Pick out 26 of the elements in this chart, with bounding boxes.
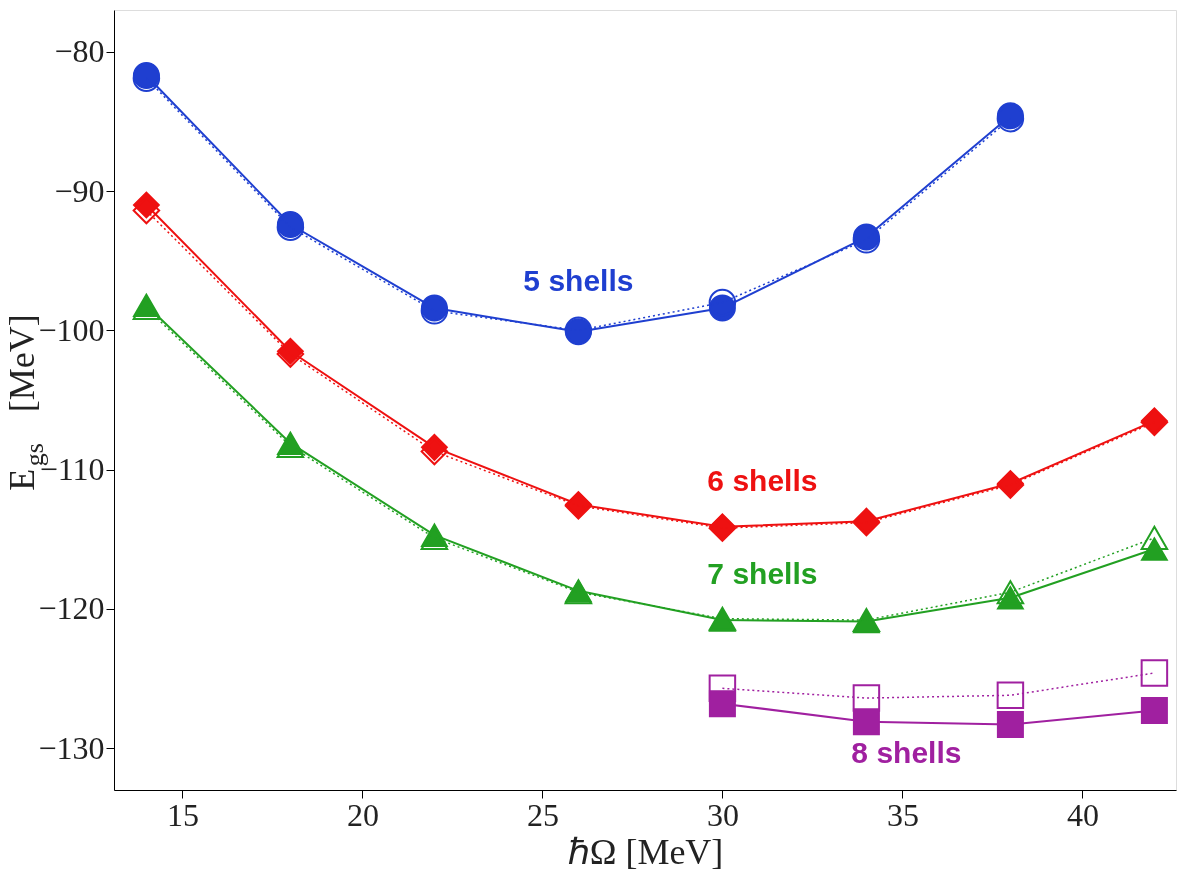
x-tick-label: 35 [886, 796, 919, 833]
x-tick-label: 30 [706, 796, 739, 833]
y-tick-label: −130 [38, 729, 105, 766]
series-label: 8 shells [851, 735, 962, 769]
x-axis-title: ℏΩ [MeV] [567, 831, 724, 872]
series-label: 5 shells [523, 263, 634, 297]
point [708, 674, 737, 703]
point [1140, 537, 1168, 561]
y-tick-label: −80 [54, 33, 105, 70]
point [1140, 659, 1169, 687]
series-label: 6 shells [707, 463, 818, 497]
point [852, 708, 880, 736]
x-tick-label: 40 [1066, 796, 1099, 833]
point [996, 711, 1024, 739]
y-tick-label: −120 [38, 590, 105, 627]
x-tick-label: 15 [166, 796, 199, 833]
point [1140, 525, 1169, 550]
x-tick-label: 20 [346, 796, 379, 833]
point [996, 681, 1025, 710]
x-tick-label: 25 [526, 796, 559, 833]
series-label: 7 shells [707, 557, 818, 591]
point [1140, 697, 1168, 725]
point [852, 684, 881, 712]
point [996, 580, 1025, 605]
y-tick-label: −100 [38, 311, 105, 348]
y-tick-label: −90 [54, 172, 105, 209]
